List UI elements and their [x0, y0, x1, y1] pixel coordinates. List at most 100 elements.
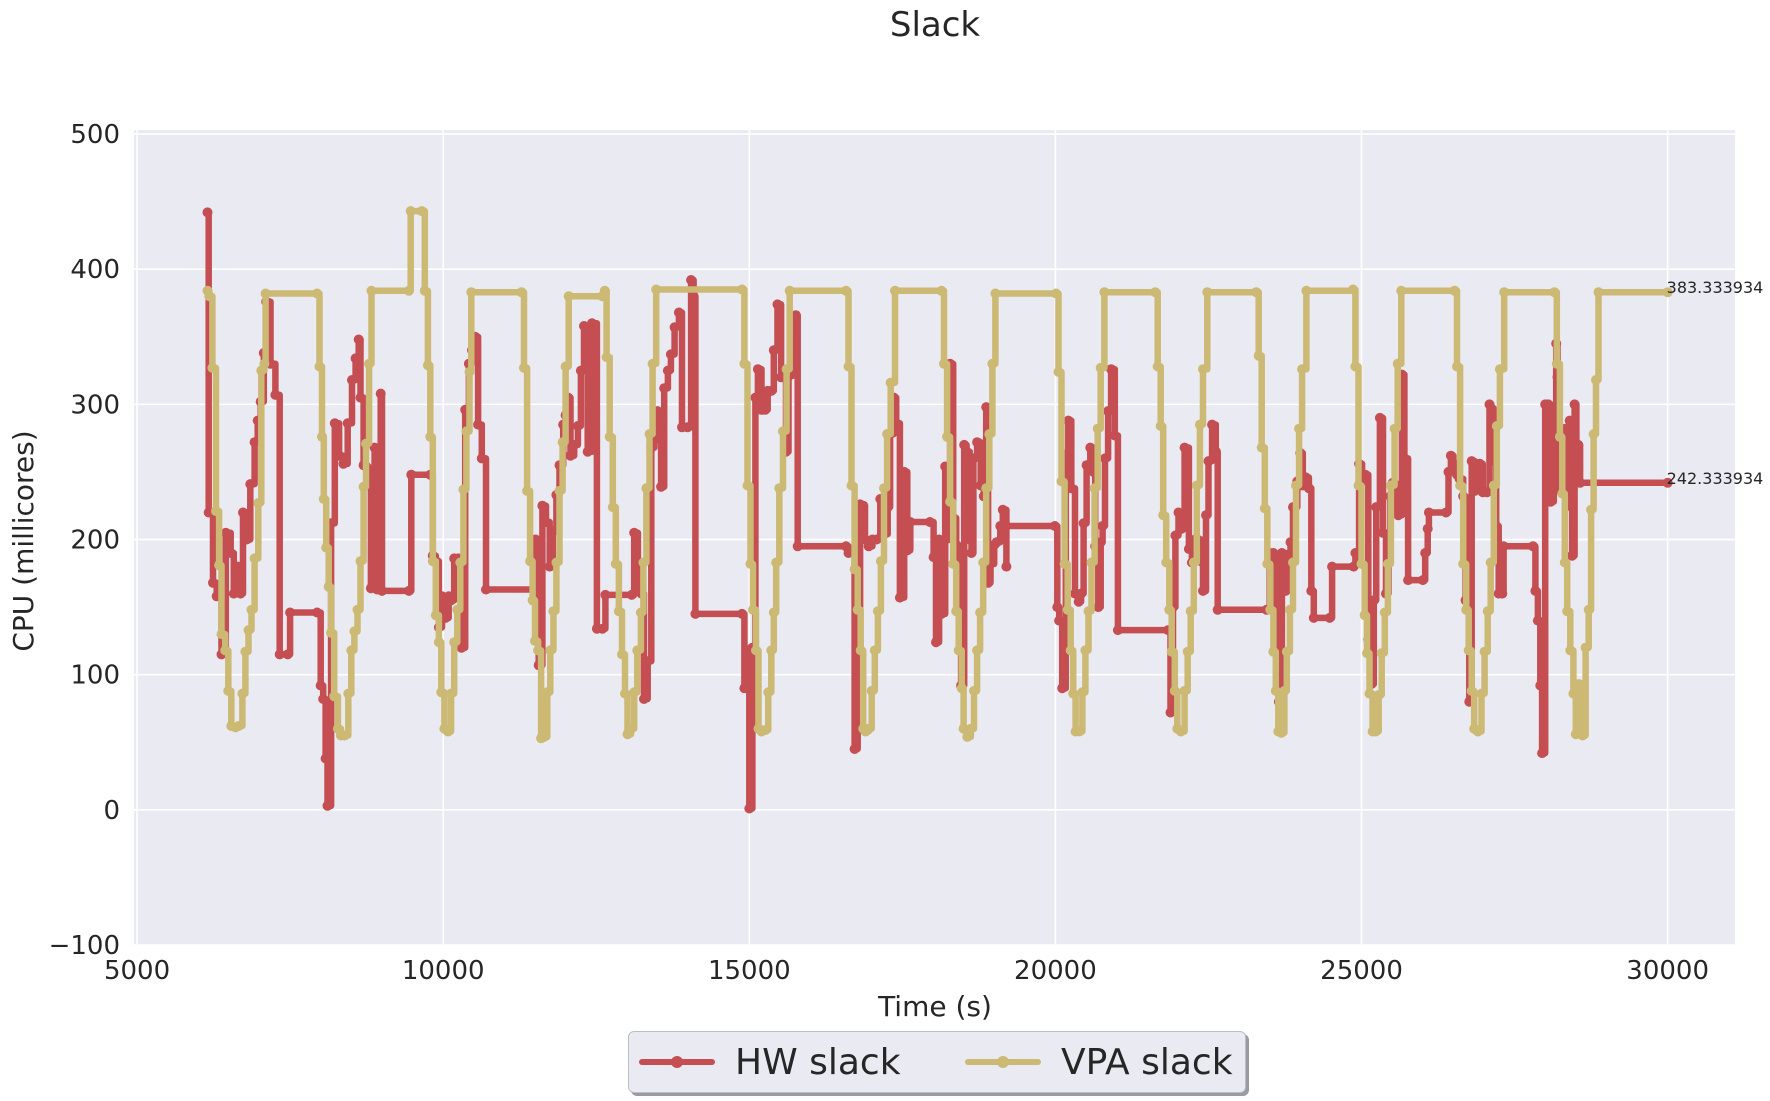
data-point	[885, 377, 896, 388]
data-point	[953, 645, 964, 656]
data-point	[1376, 648, 1387, 659]
data-point	[1078, 518, 1089, 529]
data-point	[430, 610, 441, 621]
data-point	[890, 285, 900, 296]
data-point	[1448, 458, 1459, 469]
series-vpa-slack	[202, 206, 1673, 744]
data-point	[533, 645, 544, 656]
data-point	[466, 287, 477, 298]
data-point	[249, 437, 260, 448]
data-point	[1420, 548, 1431, 558]
data-point	[375, 388, 386, 399]
data-point	[1109, 430, 1120, 441]
data-point	[849, 564, 860, 575]
data-point	[579, 321, 589, 331]
data-point	[1188, 557, 1199, 568]
data-point	[1086, 557, 1097, 568]
data-point	[686, 275, 697, 285]
data-point	[966, 548, 977, 558]
data-point	[403, 585, 414, 596]
data-point	[1569, 399, 1580, 410]
data-point	[1583, 604, 1594, 615]
data-point	[1324, 612, 1335, 623]
data-point	[1158, 510, 1169, 521]
y-tick-label: 500	[70, 120, 120, 150]
data-point	[204, 291, 215, 302]
data-point	[1052, 602, 1063, 613]
data-point	[1562, 606, 1573, 617]
data-point	[939, 358, 949, 369]
data-point	[542, 687, 553, 698]
data-point	[1356, 558, 1367, 569]
data-point	[1499, 287, 1510, 298]
data-point	[899, 466, 910, 477]
data-point	[1081, 460, 1092, 471]
data-point	[1297, 364, 1308, 375]
data-point	[545, 645, 556, 656]
data-point	[790, 310, 801, 321]
data-point	[1268, 548, 1279, 558]
y-tick-labels: −100 0 100 200 300 400 500	[49, 120, 120, 961]
data-point	[1557, 488, 1568, 499]
data-point	[682, 422, 693, 433]
data-point	[1268, 646, 1279, 657]
data-point	[353, 334, 364, 345]
data-point	[1564, 415, 1575, 426]
data-point	[322, 800, 333, 811]
data-point	[1573, 439, 1584, 450]
data-point	[659, 383, 670, 394]
data-point	[855, 645, 866, 656]
data-point	[346, 645, 357, 656]
data-point	[355, 556, 366, 567]
data-point	[1095, 362, 1106, 373]
data-point	[1176, 523, 1187, 534]
y-axis-label: CPU (millicores)	[7, 430, 40, 651]
data-point	[958, 723, 969, 734]
data-point	[1202, 287, 1213, 298]
data-point	[318, 694, 329, 704]
data-point	[610, 558, 621, 569]
data-point	[1371, 502, 1382, 513]
data-point	[1593, 287, 1604, 298]
data-point	[481, 584, 491, 595]
data-point	[1530, 585, 1541, 596]
data-point	[1497, 588, 1508, 599]
data-point	[1303, 483, 1314, 494]
data-point	[1076, 588, 1087, 599]
data-point	[1001, 561, 1012, 572]
data-point	[1588, 429, 1599, 440]
data-point	[1097, 521, 1108, 531]
data-point	[991, 537, 1002, 548]
data-point	[361, 438, 371, 449]
end-value-annotation: 383.333934	[1667, 278, 1764, 297]
data-point	[1256, 442, 1267, 453]
data-point	[858, 500, 869, 511]
data-point	[1463, 645, 1474, 656]
data-point	[1194, 419, 1205, 430]
data-point	[1567, 550, 1578, 561]
data-point	[343, 688, 354, 699]
data-point	[1353, 480, 1364, 491]
data-point	[1062, 604, 1073, 615]
data-point	[207, 362, 218, 373]
data-point	[1573, 679, 1584, 690]
data-point	[768, 345, 779, 356]
data-point	[629, 527, 640, 538]
data-point	[551, 557, 562, 568]
data-point	[1300, 472, 1311, 483]
data-point	[766, 385, 777, 396]
data-point	[241, 534, 252, 545]
data-point	[1077, 687, 1088, 698]
data-point	[1207, 419, 1218, 430]
data-point	[951, 606, 962, 617]
data-point	[1575, 477, 1586, 488]
data-point	[1549, 287, 1560, 298]
data-point	[369, 442, 380, 453]
data-point	[632, 645, 643, 656]
y-tick-label: 400	[70, 255, 120, 285]
data-point	[587, 318, 597, 329]
data-point	[1068, 688, 1079, 699]
data-point	[1265, 604, 1276, 615]
data-point	[981, 402, 992, 413]
data-point	[522, 485, 533, 496]
